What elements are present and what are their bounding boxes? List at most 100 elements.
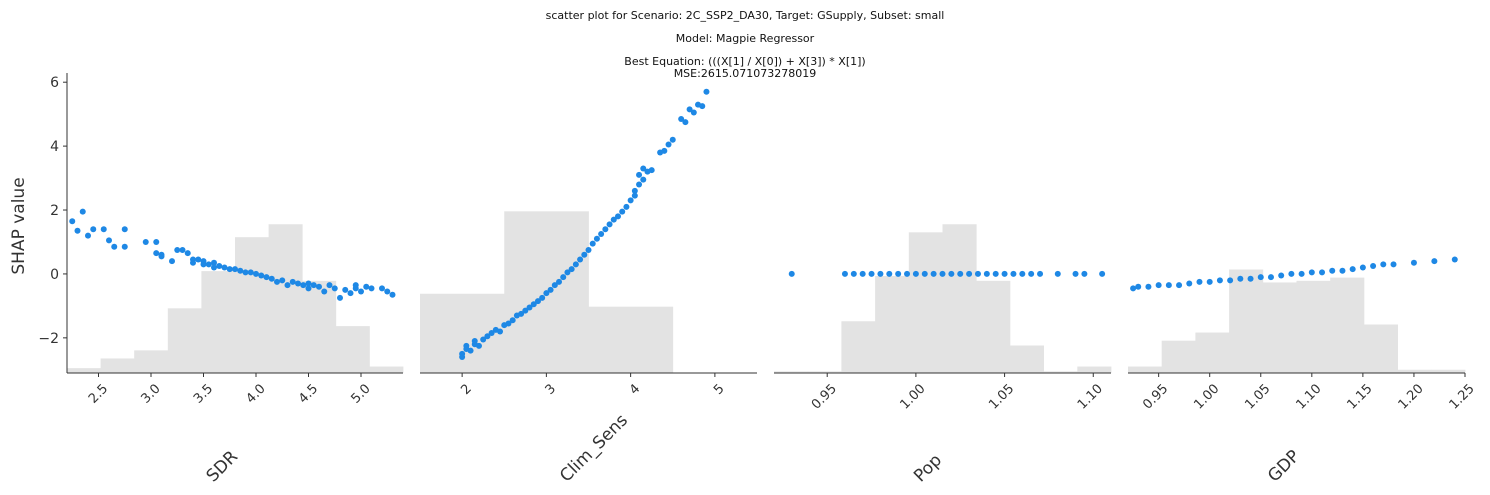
data-point — [1155, 282, 1162, 289]
y-tick-label: 6 — [50, 75, 59, 91]
data-point — [363, 283, 370, 290]
data-point — [1298, 270, 1305, 277]
data-point — [598, 230, 605, 237]
y-tick-label: 2 — [50, 203, 59, 219]
panel-sdr: 2.5 3.0 3.5 4.0 4.5 5.0 SDR 6 4 2 0 −2 — [38, 73, 404, 486]
histogram-bar — [1229, 269, 1264, 373]
data-point — [337, 294, 343, 301]
data-point — [636, 171, 643, 178]
data-point — [279, 277, 286, 284]
data-point — [467, 347, 474, 354]
data-point — [1319, 269, 1326, 276]
panel-pop: 0.95 1.00 1.05 1.10 Pop — [774, 224, 1112, 486]
histogram-bar — [235, 237, 269, 373]
data-point — [247, 269, 254, 276]
x-tick-label: 3.5 — [191, 381, 216, 406]
data-point — [992, 270, 999, 277]
data-point — [1237, 275, 1244, 282]
data-point — [636, 181, 643, 188]
x-tick-label: 4.5 — [296, 381, 321, 406]
x-tick-label: 5 — [711, 381, 727, 397]
data-point — [1037, 270, 1044, 277]
data-point — [237, 267, 244, 274]
data-point — [316, 283, 322, 290]
chart-title-line-1: scatter plot for Scenario: 2C_SSP2_DA30,… — [545, 9, 945, 22]
data-point — [384, 288, 391, 295]
panel-gdp: 0.95 1.00 1.05 1.10 1.15 1.20 1.25 GDP — [1128, 256, 1478, 486]
chart-title-line-4: MSE:2615.071073278019 — [673, 67, 817, 80]
data-point — [1019, 270, 1026, 277]
data-point — [589, 240, 596, 247]
x-tick-label: 1.25 — [1447, 381, 1478, 412]
data-point — [665, 141, 672, 148]
data-point — [121, 243, 128, 250]
data-point — [921, 270, 928, 277]
data-point — [859, 270, 866, 277]
data-point — [669, 136, 676, 143]
data-point — [526, 304, 533, 311]
data-point — [1054, 270, 1061, 277]
histogram-bar — [1009, 345, 1044, 373]
data-point — [358, 288, 364, 295]
data-point — [568, 266, 575, 273]
x-tick-label: 5.0 — [348, 381, 373, 406]
data-point — [1135, 283, 1142, 290]
data-point — [564, 269, 571, 276]
x-axis-label: Clim_Sens — [556, 410, 632, 486]
data-point — [305, 285, 312, 292]
chart-title-line-2: Model: Magpie Regressor — [675, 32, 815, 45]
data-point — [121, 226, 128, 233]
histogram-bar — [1077, 366, 1112, 373]
histogram-bar — [369, 366, 404, 373]
data-point — [1165, 282, 1172, 289]
data-point — [627, 197, 634, 204]
data-point — [904, 270, 911, 277]
histogram-bar — [1330, 277, 1365, 373]
histogram-bar — [67, 368, 101, 373]
data-point — [640, 176, 647, 183]
data-point — [289, 278, 296, 285]
data-point — [1001, 270, 1008, 277]
data-point — [957, 270, 964, 277]
x-axis-label: Pop — [910, 450, 946, 486]
histogram-bar — [1195, 332, 1230, 373]
data-point — [1257, 274, 1264, 281]
data-point — [547, 286, 554, 293]
data-point — [966, 270, 973, 277]
data-point — [310, 282, 317, 289]
data-point — [699, 103, 706, 110]
histogram-bar — [134, 350, 169, 373]
histogram-bar — [1161, 340, 1196, 373]
data-point — [930, 270, 937, 277]
data-point — [179, 246, 186, 253]
x-tick-label: 1.05 — [986, 381, 1017, 412]
data-point — [342, 286, 349, 293]
data-point — [1186, 280, 1193, 287]
histogram-bar — [1128, 366, 1163, 373]
data-point — [974, 270, 981, 277]
data-point — [572, 261, 579, 268]
data-point — [1072, 270, 1079, 277]
data-point — [1196, 278, 1203, 285]
y-tick-label: 0 — [50, 267, 59, 283]
data-point — [389, 291, 396, 298]
data-point — [1081, 270, 1088, 277]
data-point — [184, 250, 191, 257]
data-point — [868, 270, 875, 277]
data-point — [190, 259, 196, 266]
data-point — [577, 256, 584, 263]
data-point — [539, 294, 546, 301]
x-tick-label: 3 — [543, 381, 559, 397]
data-point — [368, 285, 375, 292]
data-point — [258, 272, 265, 279]
data-point — [211, 264, 217, 271]
data-point — [79, 208, 86, 215]
histogram-bar — [841, 321, 876, 373]
data-point — [1010, 270, 1017, 277]
x-axis-label: GDP — [1264, 446, 1304, 486]
data-point — [200, 261, 207, 268]
data-point — [560, 274, 567, 281]
data-point — [284, 282, 291, 289]
data-point — [1370, 262, 1377, 269]
data-point — [158, 253, 165, 260]
